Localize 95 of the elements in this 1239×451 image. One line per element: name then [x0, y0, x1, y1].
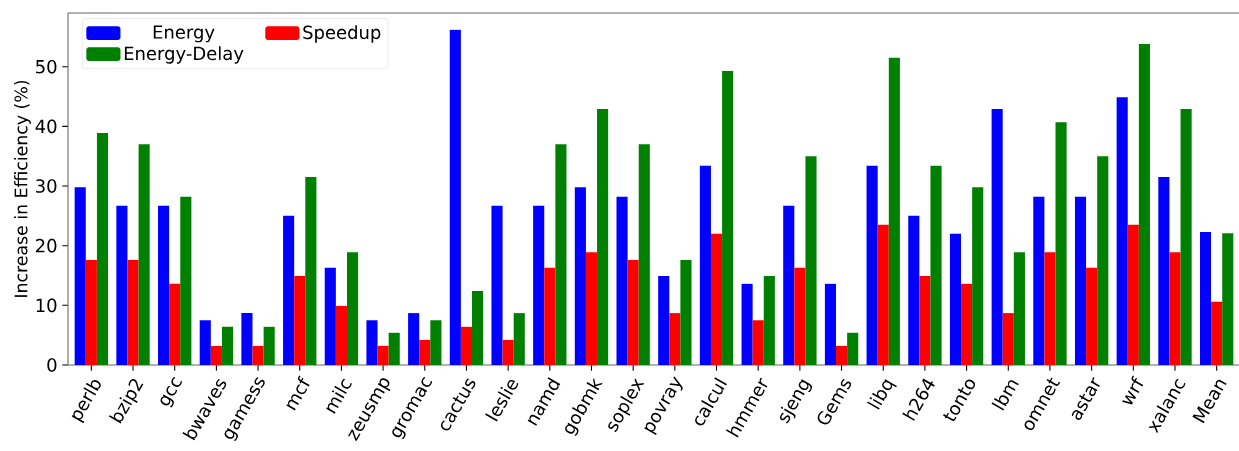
legend-label: Energy — [153, 25, 215, 43]
bar — [252, 345, 264, 365]
bar — [116, 205, 128, 365]
bar — [221, 326, 234, 365]
bar — [294, 276, 306, 365]
bar — [555, 144, 567, 365]
bar — [836, 345, 848, 365]
bar — [366, 320, 378, 365]
bar — [752, 320, 764, 365]
bar — [1116, 97, 1128, 365]
bar — [1127, 224, 1139, 365]
bar — [669, 313, 681, 365]
bar — [346, 252, 359, 365]
legend-label: Speedup — [303, 25, 381, 43]
bar — [919, 276, 931, 365]
bar — [877, 224, 889, 365]
bar — [1222, 233, 1234, 365]
bar — [533, 205, 545, 365]
bar — [263, 326, 275, 365]
bar — [1180, 109, 1192, 365]
bar — [638, 144, 650, 365]
bar — [741, 283, 753, 365]
bar — [74, 187, 86, 365]
bar — [627, 260, 639, 365]
y-tick-label: 40 — [35, 119, 57, 134]
bar — [991, 109, 1003, 365]
bar — [1169, 252, 1181, 365]
bar — [722, 70, 734, 365]
bar — [699, 165, 711, 365]
bar — [1138, 44, 1150, 365]
bar — [1097, 156, 1109, 365]
bar — [210, 345, 222, 365]
bar — [449, 29, 461, 365]
bar — [544, 267, 556, 365]
bar — [824, 283, 836, 365]
bar — [241, 313, 253, 365]
bar — [408, 313, 420, 365]
bar — [1033, 196, 1045, 365]
bar — [377, 345, 389, 365]
y-tick-label: 30 — [36, 179, 57, 193]
bar — [199, 320, 211, 365]
bar — [1055, 122, 1067, 365]
bar — [574, 187, 586, 365]
bar — [597, 109, 609, 365]
bar — [127, 260, 139, 365]
y-tick-label: 0 — [47, 358, 57, 372]
bar — [1199, 231, 1212, 365]
bar — [96, 132, 109, 365]
bar — [961, 283, 973, 365]
bar — [430, 320, 442, 365]
bar — [1002, 313, 1014, 365]
y-tick-label: 10 — [36, 298, 57, 313]
bar — [85, 260, 97, 365]
bar — [419, 339, 431, 365]
bar — [710, 233, 723, 365]
bar — [866, 165, 878, 365]
bar — [888, 57, 900, 365]
bar — [1158, 177, 1170, 365]
bar — [138, 144, 150, 365]
bar — [158, 205, 170, 365]
bar — [585, 252, 598, 365]
bar — [972, 187, 984, 365]
bar — [491, 205, 503, 365]
bar — [283, 215, 295, 365]
bar — [805, 156, 817, 365]
bar — [324, 267, 336, 365]
bar — [1086, 267, 1098, 365]
bar — [658, 276, 670, 365]
bar — [1074, 196, 1087, 365]
x-tick-label: wrf — [1122, 375, 1144, 405]
legend-label: Energy-Delay — [124, 46, 244, 64]
bar — [472, 291, 484, 365]
bar — [513, 313, 525, 365]
bar — [305, 177, 317, 365]
bar — [616, 196, 628, 365]
bar — [949, 233, 962, 365]
bar — [169, 283, 181, 365]
bar — [930, 165, 942, 365]
bar — [502, 339, 514, 365]
bar — [794, 267, 806, 365]
bar — [1211, 301, 1223, 365]
bar — [783, 205, 795, 365]
bar — [680, 260, 692, 365]
bar — [1044, 252, 1056, 365]
bar — [388, 332, 400, 365]
y-tick-label: 50 — [36, 59, 57, 74]
bar — [1013, 252, 1025, 365]
bar — [335, 305, 347, 365]
y-axis-title: Increase in Efficiency (%) — [14, 80, 31, 297]
bar — [847, 332, 859, 365]
bar — [908, 215, 920, 365]
bar — [180, 196, 192, 365]
bar — [460, 326, 473, 365]
y-tick-label: 20 — [36, 238, 57, 253]
bar — [763, 276, 775, 365]
